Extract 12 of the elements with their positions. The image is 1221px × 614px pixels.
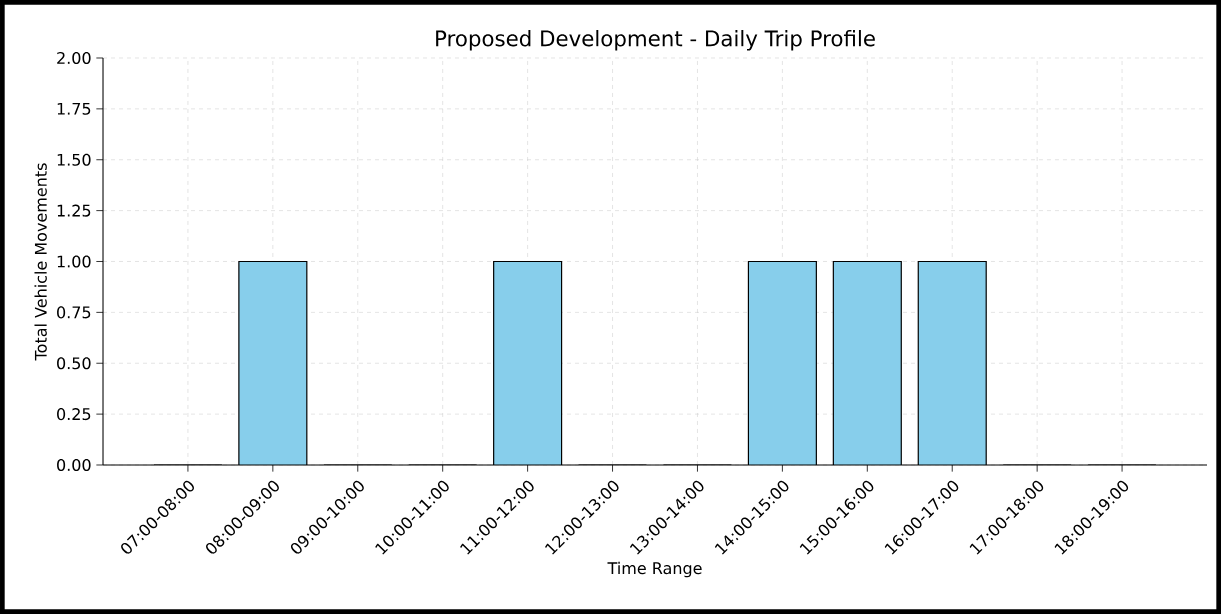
y-tick-label: 0.25 bbox=[57, 408, 91, 421]
y-tick-label: 1.25 bbox=[57, 204, 91, 217]
y-tick-label: 1.00 bbox=[57, 255, 91, 268]
y-tick-label: 2.00 bbox=[57, 51, 91, 65]
y-tick-label: 1.50 bbox=[57, 153, 91, 166]
y-tick-label: 1.75 bbox=[57, 102, 91, 115]
y-tick-label: 0.75 bbox=[57, 306, 91, 319]
chart-title: Proposed Development - Daily Trip Profile bbox=[436, 29, 875, 51]
y-axis-title: Total Vehicle Movements bbox=[34, 163, 47, 361]
y-tick-label: 0.00 bbox=[57, 458, 91, 472]
y-tick-label: 0.50 bbox=[57, 357, 91, 370]
x-axis-title: Time Range bbox=[607, 561, 702, 578]
